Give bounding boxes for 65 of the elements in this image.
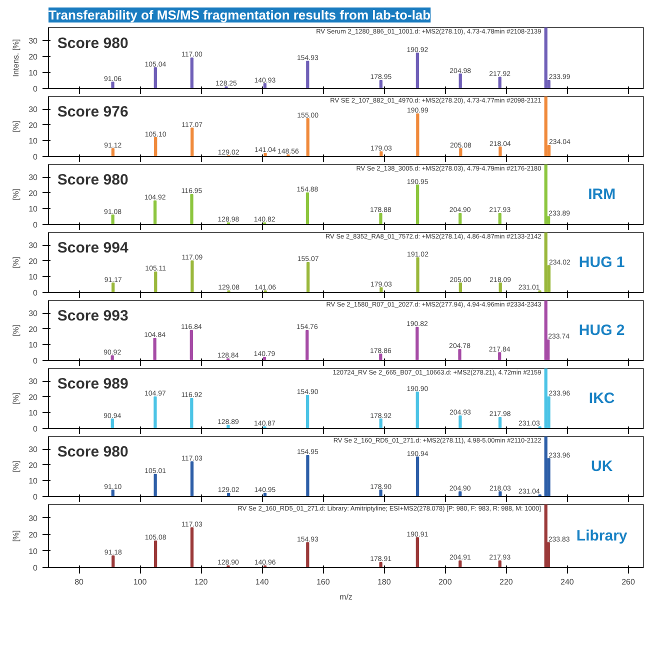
y-tick-label: 30 [28,514,38,523]
y-tick-label: 20 [28,188,38,198]
x-tick-label: 260 [622,578,636,586]
y-tick-label: 30 [28,309,38,318]
y-tick-label: 10 [28,272,38,282]
y-tick-label: 30 [28,36,38,46]
y-axis-title: [%] [12,392,21,404]
y-tick-label: 0 [33,564,38,572]
y-axis-title: [%] [12,460,21,472]
y-tick-label: 20 [28,460,38,470]
x-tick-label: 120 [194,578,208,586]
y-tick-label: 0 [33,424,38,434]
y-tick-label: 0 [33,152,38,162]
annotation: Library [576,528,628,544]
y-tick-label: 10 [28,136,38,146]
y-tick-label: 20 [28,324,38,334]
x-tick-label: 140 [255,578,270,586]
y-tick-label: 0 [33,220,38,230]
x-tick-label: 200 [438,578,452,586]
y-axis-title: [%] [12,120,21,132]
y-tick-label: 0 [33,492,38,502]
x-axis-title: m/z [340,592,352,602]
y-tick-label: 0 [33,356,38,366]
y-tick-label: 20 [28,52,38,62]
y-axis-title: [%] [12,256,21,268]
y-axis-title: [%] [12,188,21,200]
y-axis-title: [%] [12,324,21,336]
y-tick-label: 10 [28,546,38,556]
y-tick-label: 10 [28,204,38,214]
annotation: Score 994 [57,240,129,257]
annotation: IKC [588,390,615,407]
y-tick-label: 10 [28,476,38,486]
y-tick-label: 30 [28,377,38,386]
x-tick-label: 80 [74,578,84,586]
y-tick-label: 30 [28,445,38,454]
annotation: HUG 2 [578,322,625,339]
y-tick-label: 0 [33,288,38,298]
annotation: IRM [588,186,616,203]
y-axis-title: [%] [12,530,21,542]
y-tick-label: 30 [28,173,38,182]
y-tick-label: 10 [28,340,38,350]
y-tick-label: 20 [28,120,38,130]
y-tick-label: 0 [33,84,38,94]
x-tick-label: 220 [500,578,514,586]
annotation: Score 976 [57,104,128,121]
y-tick-label: 30 [28,105,38,114]
y-tick-label: 30 [28,241,38,250]
y-tick-label: 20 [28,530,38,540]
y-tick-label: 10 [28,68,38,78]
annotation: Score 993 [57,308,128,325]
x-tick-label: 240 [560,578,574,586]
annotation: Score 980 [57,444,128,461]
x-tick-label: 180 [377,578,392,586]
y-tick-label: 10 [28,408,38,418]
annotation: Score 989 [57,376,128,393]
x-tick-label: 100 [133,578,148,586]
annotation: Score 980 [57,172,128,189]
y-tick-label: 20 [28,392,38,402]
annotation: Score 980 [57,34,128,52]
x-tick-label: 160 [316,578,330,586]
y-axis-title: Intens. [%] [12,39,21,77]
annotation: UK [591,458,613,475]
chart-title: Transferability of MS/MS fragmentation results from lab-to-lab [48,8,431,22]
y-tick-label: 20 [28,256,38,266]
annotation: HUG 1 [578,254,625,271]
